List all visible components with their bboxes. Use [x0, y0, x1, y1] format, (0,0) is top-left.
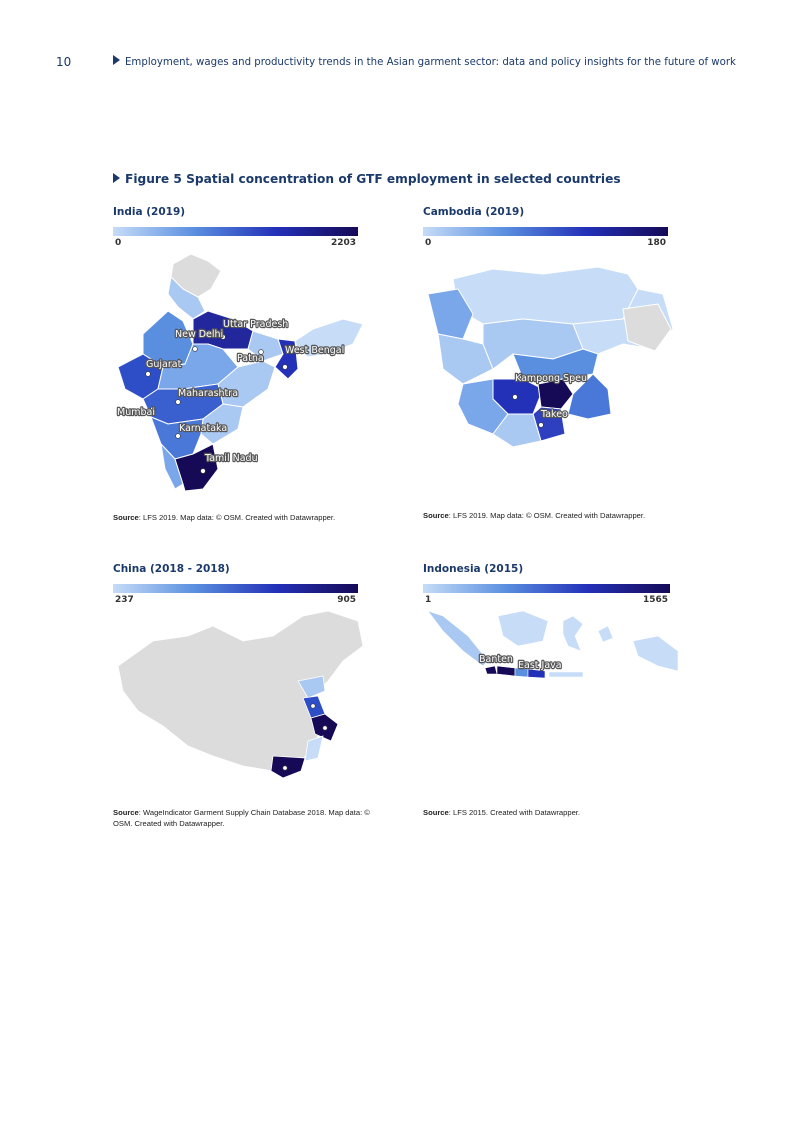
running-header: Employment, wages and productivity trend…: [113, 55, 736, 68]
triangle-bullet-icon: [113, 55, 120, 65]
china-region-mainland: [117, 610, 364, 772]
indonesia-region-east-java: [527, 668, 546, 679]
indonesia-map: Banten East Java: [423, 606, 679, 696]
china-map: [113, 606, 364, 791]
china-region-guangdong: [270, 755, 306, 779]
cambodia-panel: Cambodia (2019) 0 180: [423, 206, 674, 449]
indonesia-region-nusa-tenggara: [548, 671, 584, 678]
india-region-kerala: [160, 442, 184, 490]
china-legend-max: 905: [337, 595, 356, 605]
india-region-northeast: [294, 318, 364, 358]
running-header-text: Employment, wages and productivity trend…: [125, 57, 736, 68]
cambodia-region-kampot: [492, 413, 542, 448]
indonesia-title: Indonesia (2015): [423, 563, 524, 575]
marker-patna: [258, 349, 264, 355]
china-source-text: : WageIndicator Garment Supply Chain Dat…: [113, 808, 370, 828]
china-title: China (2018 - 2018): [113, 563, 230, 575]
marker-tamil-nadu: [200, 468, 206, 474]
marker-uttar-pradesh: [220, 334, 226, 340]
marker-maharashtra: [175, 399, 181, 405]
india-region-tamil-nadu: [174, 443, 219, 492]
map-label-kampong-speu: Kampong Speu: [515, 373, 587, 384]
indonesia-legend: 1 1565: [423, 584, 670, 605]
map-label-new-delhi: New Delhi: [175, 329, 223, 340]
cambodia-title: Cambodia (2019): [423, 206, 525, 218]
india-map: Uttar Pradesh New Delhi Patna West Benga…: [113, 249, 364, 494]
marker-jiangsu: [310, 703, 316, 709]
china-region-shandong: [297, 675, 326, 699]
cambodia-region-prey-veng: [567, 373, 612, 420]
indonesia-source-text: : LFS 2015. Created with Datawrapper.: [448, 808, 581, 817]
page-number: 10: [56, 55, 72, 69]
india-region-north: [167, 275, 206, 320]
cambodia-legend-gradient: [423, 227, 668, 236]
indonesia-legend-gradient: [423, 584, 670, 593]
cambodia-region-phnom-penh: [537, 378, 574, 410]
cambodia-region-ratanakiri: [622, 303, 672, 352]
china-region-fujian: [304, 735, 324, 762]
indonesia-legend-min: 1: [425, 595, 432, 605]
marker-zhejiang: [322, 725, 328, 731]
marker-kampong-speu: [512, 394, 518, 400]
indonesia-region-kalimantan: [497, 610, 549, 647]
china-source-note: Source: WageIndicator Garment Supply Cha…: [113, 807, 375, 829]
marker-guangdong: [282, 765, 288, 771]
map-label-uttar-pradesh: Uttar Pradesh: [223, 319, 288, 330]
india-legend-max: 2203: [330, 238, 356, 248]
indonesia-panel: Indonesia (2015) 1 1565 Banten East Java: [423, 563, 679, 696]
india-source-text: : LFS 2019. Map data: © OSM. Created wit…: [138, 513, 336, 522]
map-label-maharashtra: Maharashtra: [178, 388, 238, 399]
india-source-note: Source: LFS 2019. Map data: © OSM. Creat…: [113, 512, 383, 523]
figure-title: Figure 5 Spatial concentration of GTF em…: [113, 172, 621, 186]
indonesia-region-banten: [484, 665, 498, 675]
figure-title-text: Figure 5 Spatial concentration of GTF em…: [125, 172, 621, 186]
marker-takeo: [538, 422, 544, 428]
cambodia-source-label: Source: [423, 511, 449, 520]
map-label-patna: Patna: [237, 353, 264, 364]
map-label-mumbai: Mumbai: [117, 407, 155, 418]
china-source-label: Source: [113, 808, 139, 817]
map-label-gujarat: Gujarat: [146, 359, 182, 370]
indonesia-region-sumatra: [427, 610, 489, 667]
map-label-west-bengal: West Bengal: [285, 345, 344, 356]
indonesia-source-note: Source: LFS 2015. Created with Datawrapp…: [423, 807, 685, 818]
map-label-takeo: Takeo: [540, 409, 568, 420]
marker-west-bengal: [282, 364, 288, 370]
indonesia-region-papua: [632, 635, 679, 672]
map-label-banten: Banten: [479, 654, 513, 665]
india-title: India (2019): [113, 206, 186, 218]
cambodia-legend-min: 0: [425, 238, 432, 248]
cambodia-legend: 0 180: [423, 227, 668, 248]
cambodia-source-note: Source: LFS 2019. Map data: © OSM. Creat…: [423, 510, 693, 521]
cambodia-legend-max: 180: [647, 238, 666, 248]
cambodia-region-central-mid: [512, 348, 599, 380]
map-label-east-java: East Java: [518, 660, 562, 671]
marker-gujarat: [145, 371, 151, 377]
india-legend: 0 2203: [113, 227, 358, 248]
indonesia-region-sulawesi: [562, 615, 584, 652]
cambodia-source-text: : LFS 2019. Map data: © OSM. Created wit…: [448, 511, 646, 520]
india-source-label: Source: [113, 513, 139, 522]
map-label-tamil-nadu: Tamil Nadu: [204, 453, 258, 464]
triangle-bullet-icon: [113, 173, 120, 183]
marker-karnataka: [175, 433, 181, 439]
china-panel: China (2018 - 2018) 237 905: [113, 563, 364, 791]
indonesia-source-label: Source: [423, 808, 449, 817]
china-legend: 237 905: [113, 584, 358, 605]
cambodia-region-north: [452, 266, 639, 325]
india-legend-gradient: [113, 227, 358, 236]
china-legend-gradient: [113, 584, 358, 593]
map-label-karnataka: Karnataka: [179, 423, 227, 434]
cambodia-region-west: [427, 288, 474, 340]
marker-mumbai: [150, 406, 156, 412]
marker-new-delhi: [192, 346, 198, 352]
india-panel: India (2019) 0 2203: [113, 206, 364, 494]
indonesia-region-west-java: [496, 665, 516, 677]
india-legend-min: 0: [115, 238, 122, 248]
indonesia-region-maluku: [597, 625, 614, 643]
indonesia-legend-max: 1565: [642, 595, 668, 605]
china-legend-min: 237: [115, 595, 134, 605]
cambodia-map: Kampong Speu Takeo: [423, 249, 674, 449]
